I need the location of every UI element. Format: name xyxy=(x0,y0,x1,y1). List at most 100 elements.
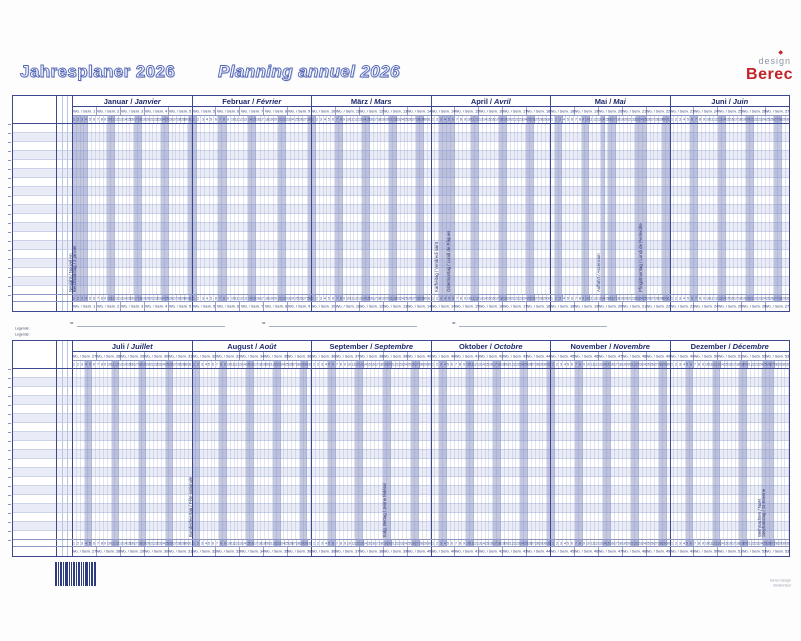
day-column xyxy=(462,369,467,539)
day-number-cell: 17 xyxy=(612,116,617,123)
day-number-cell: 23 xyxy=(515,361,521,368)
day-column xyxy=(690,124,695,294)
day-number-cell: 19 xyxy=(380,116,386,123)
day-number-cell: 7 xyxy=(574,116,579,123)
week-cell: Wo. / Sem. 41 xyxy=(454,352,480,360)
day-column xyxy=(108,369,112,539)
day-column xyxy=(471,124,475,294)
day-column xyxy=(543,369,548,539)
day-number-cell: 11 xyxy=(234,295,240,301)
day-column xyxy=(123,369,128,539)
week-cell: Wo. / Sem. 31 xyxy=(167,354,193,359)
day-number-cell: 30 xyxy=(662,116,667,123)
day-number-cell: 29 xyxy=(300,540,305,546)
day-number-cell: 1 xyxy=(192,361,197,368)
day-number-cell: 26 xyxy=(411,540,416,546)
week-cell: Wo. / Sem. 37 xyxy=(335,547,360,556)
day-column xyxy=(242,369,247,539)
day-number-cell: 13 xyxy=(717,116,723,123)
day-number-cell: 21 xyxy=(627,295,633,301)
day-column xyxy=(551,369,555,539)
day-column xyxy=(515,124,519,294)
day-number-cell: 18 xyxy=(737,295,743,301)
day-number-cell: 14 xyxy=(363,540,368,546)
day-number-cell: 24 xyxy=(403,540,408,546)
day-column xyxy=(387,369,392,539)
day-number-cell: 10 xyxy=(466,295,472,301)
day-column xyxy=(547,369,551,539)
day-column xyxy=(312,369,316,539)
day-number-cell: 20 xyxy=(626,361,631,368)
day-number-cell: 23 xyxy=(757,116,763,123)
day-number-cell: 14 xyxy=(361,295,367,301)
week-cell: Wo. / Sem. 27 xyxy=(765,109,790,114)
day-number-cell: 12 xyxy=(355,540,360,546)
day-column xyxy=(634,369,639,539)
day-number-cell: 16 xyxy=(490,295,496,301)
day-number-cell: 21 xyxy=(630,361,635,368)
week-cell: Wo. / Sem. 10 xyxy=(311,107,336,115)
day-column xyxy=(487,124,491,294)
day-column xyxy=(407,369,411,539)
day-number-cell: 3 xyxy=(558,116,563,123)
day-number-cell: 1 xyxy=(431,540,436,546)
week-cell: Wo. / Sem. 5 xyxy=(168,304,192,309)
day-number-cell: 9 xyxy=(463,116,468,123)
week-cell: Wo. / Sem. 12 xyxy=(359,107,384,115)
day-number-cell: 27 xyxy=(415,361,420,368)
day-number-cell: 10 xyxy=(107,540,112,546)
day-number-cell: 5 xyxy=(210,116,214,123)
day-column xyxy=(516,369,521,539)
day-number-cell: 2 xyxy=(675,116,679,123)
day-number-cell: 31 xyxy=(307,541,312,545)
day-number-cell: 6 xyxy=(570,116,575,123)
week-cell: Wo. / Sem. 35 xyxy=(264,547,289,556)
day-number-cell: 1 xyxy=(312,116,316,123)
day-column xyxy=(742,124,747,294)
day-column xyxy=(509,369,513,539)
day-column xyxy=(746,124,751,294)
week-cell: Wo. / Sem. 49 xyxy=(670,547,695,556)
day-number-cell: 20 xyxy=(145,540,151,546)
week-cell: Wo. / Sem. 14 xyxy=(406,304,432,309)
day-column xyxy=(331,369,336,539)
day-number-cell: 27 xyxy=(292,361,297,368)
day-column xyxy=(620,124,624,294)
day-column xyxy=(785,369,790,539)
day-column xyxy=(671,369,675,539)
day-number-cell: 20 xyxy=(743,361,748,368)
day-number-cell: 29 xyxy=(542,116,548,123)
day-number-cell: 23 xyxy=(399,361,404,368)
day-number-cell: 21 xyxy=(391,361,396,368)
day-number-cell: 30 xyxy=(184,540,189,546)
week-cell: Wo. / Sem. 40 xyxy=(431,547,456,556)
day-column xyxy=(540,369,544,539)
day-column xyxy=(173,369,178,539)
day-column xyxy=(296,369,300,539)
day-number-cell: 26 xyxy=(407,116,413,123)
day-number-cell: 13 xyxy=(118,295,124,301)
day-number-cell: 15 xyxy=(486,116,492,123)
day-column xyxy=(320,369,324,539)
day-column xyxy=(307,124,311,294)
day-number-cell: 3 xyxy=(678,540,683,546)
day-column xyxy=(412,124,417,294)
day-number-cell: 28 xyxy=(296,361,301,368)
day-number-cell: 5 xyxy=(447,116,452,123)
day-number-cell: 27 xyxy=(411,295,417,301)
day-column xyxy=(265,124,270,294)
week-cell: Wo. / Sem. 41 xyxy=(455,547,480,556)
day-number-cell: 14 xyxy=(720,361,725,368)
day-column xyxy=(555,369,559,539)
day-number-cell: 1 xyxy=(312,295,316,301)
day-number-cell: 26 xyxy=(769,295,775,301)
day-column xyxy=(479,124,483,294)
day-column xyxy=(678,369,682,539)
day-column xyxy=(489,369,494,539)
day-number-cell: 17 xyxy=(733,295,739,301)
day-number-cell: 25 xyxy=(523,540,528,546)
day-number-cell: 23 xyxy=(638,361,643,368)
day-number-cell: 15 xyxy=(724,361,729,368)
day-number-cell: 25 xyxy=(762,361,767,368)
day-number-cell: 18 xyxy=(618,540,623,546)
